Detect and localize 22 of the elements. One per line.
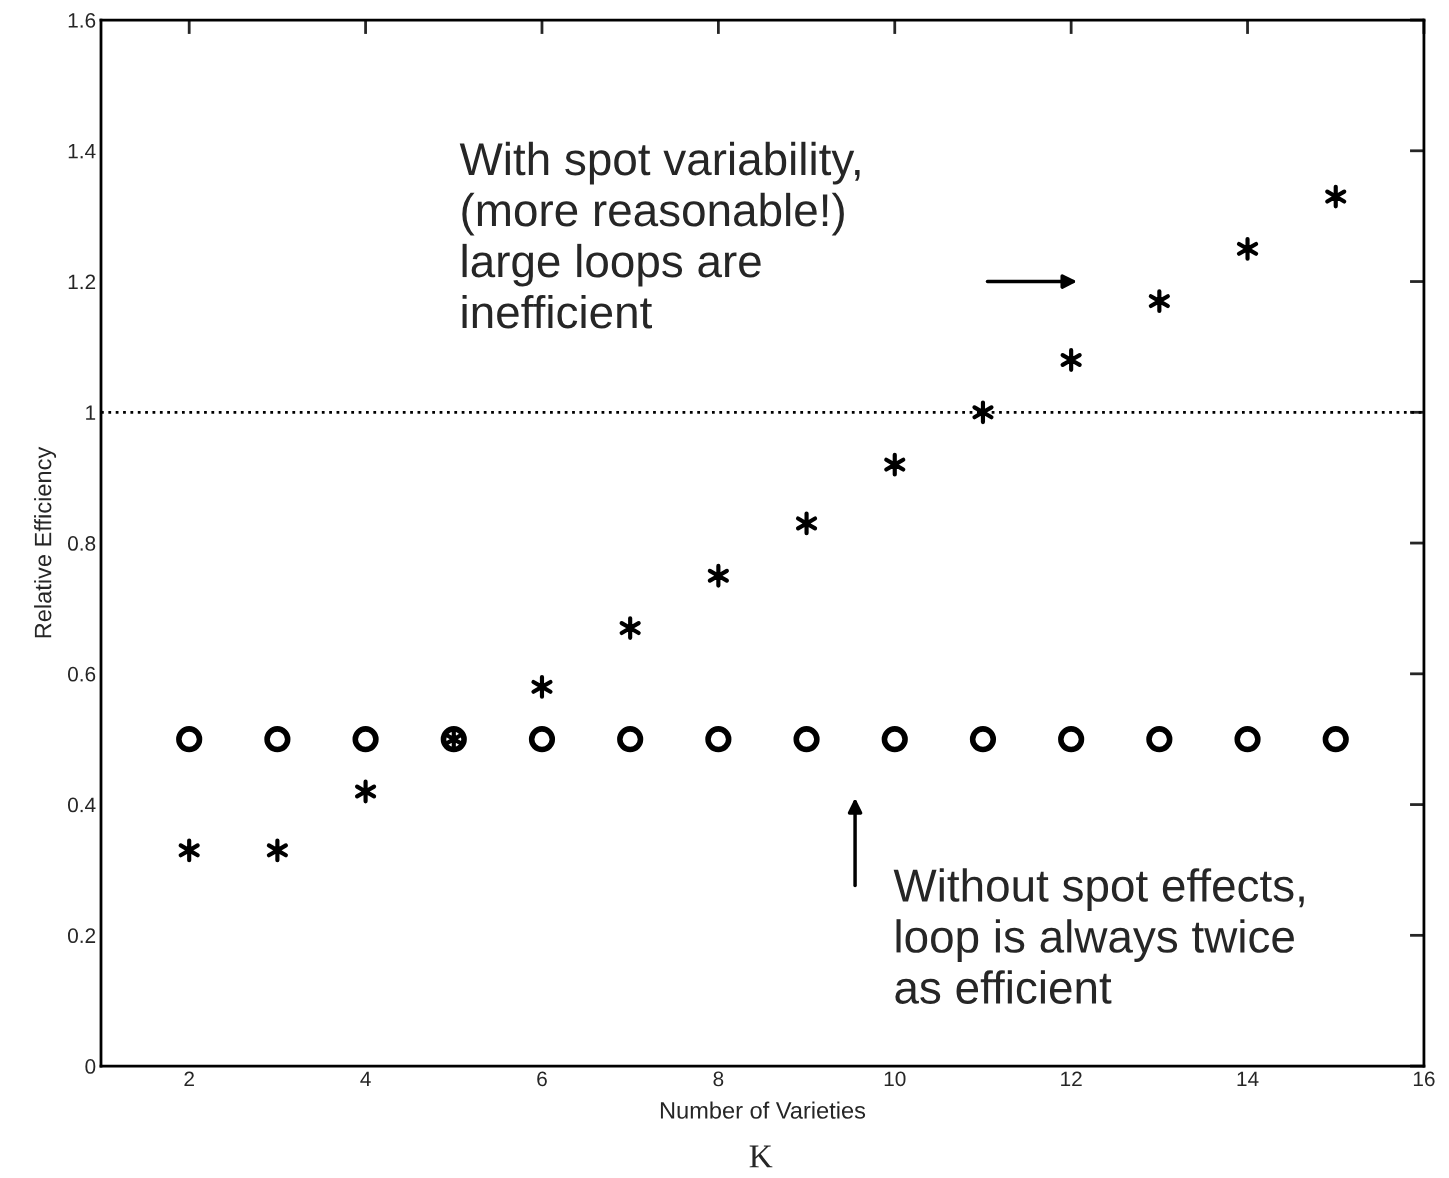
x-tick-label: 10 <box>884 1071 906 1087</box>
y-tick-label: 0.6 <box>67 666 96 682</box>
x-tick-label: 14 <box>1237 1071 1259 1087</box>
y-tick-label: 0.2 <box>67 928 96 944</box>
y-tick-label: 1.2 <box>68 274 96 290</box>
x-tick-label: 16 <box>1413 1071 1435 1087</box>
y-tick-label: 1 <box>86 405 96 420</box>
y-tick-label: 1.6 <box>68 13 96 28</box>
y-tick-label: 1.4 <box>68 144 96 159</box>
annotation: With spot variability, (more reasonable!) large loops are inefficient <box>459 141 860 329</box>
x-tick-label: 4 <box>360 1071 371 1087</box>
x-tick-label: 2 <box>184 1071 194 1087</box>
y-axis-title: Relative Efficiency <box>34 446 57 638</box>
annotation: Without spot effects, loop is always twice as efficient <box>893 868 1304 1004</box>
y-tick-label: 0.8 <box>67 536 96 551</box>
x-axis-title: Number of Varieties <box>660 1101 866 1119</box>
y-tick-label: 0 <box>85 1059 96 1074</box>
x-tick-label: 12 <box>1061 1071 1082 1087</box>
x-tick-label: 8 <box>713 1071 724 1087</box>
y-tick-label: 0.4 <box>67 797 96 813</box>
text: K <box>749 1145 773 1168</box>
x-tick-label: 6 <box>537 1071 547 1087</box>
